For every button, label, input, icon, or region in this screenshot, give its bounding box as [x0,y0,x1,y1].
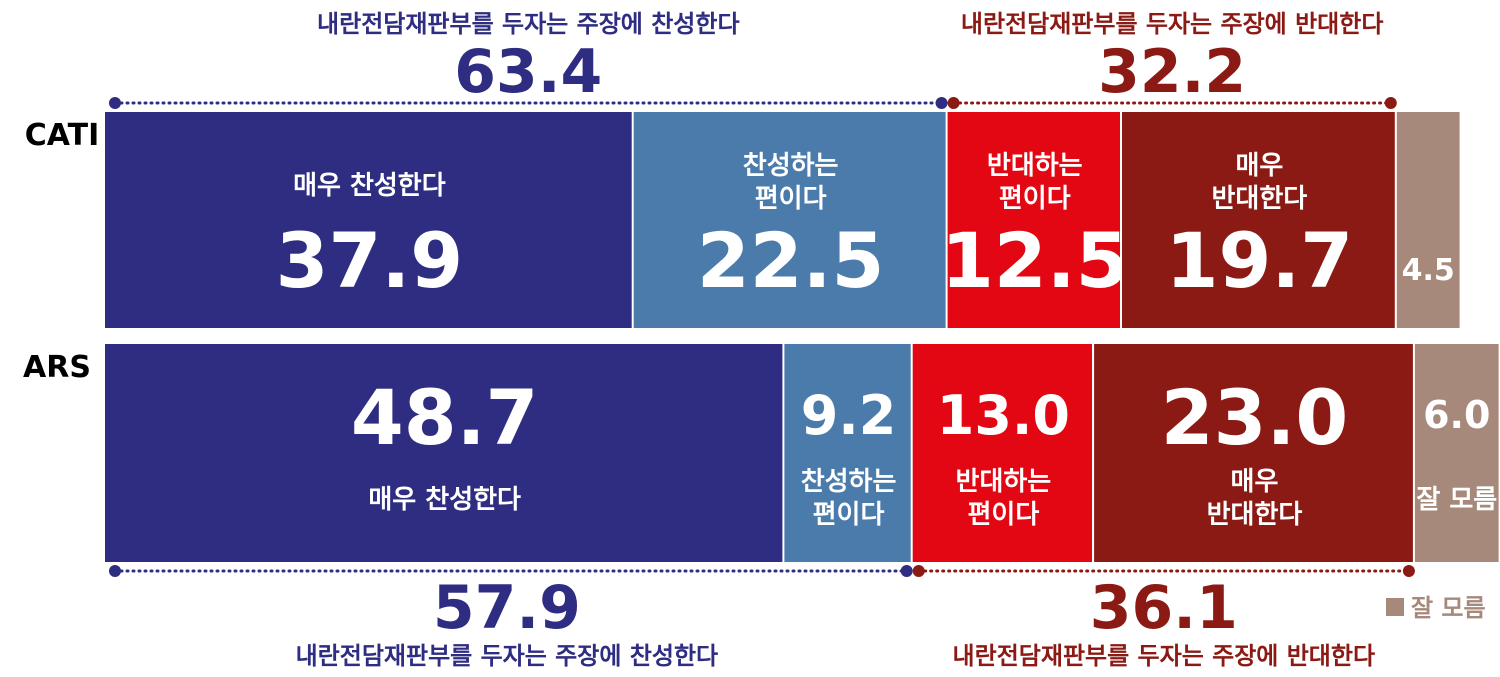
data-label-strong-oppose: 19.7 [1166,216,1354,305]
data-label-dont-know: 4.5 [1402,253,1455,288]
favor-bracket-cati-start-dot [109,97,121,109]
segment-name-favor: 편이다 [813,500,885,530]
row-label-ars: ARS [23,350,91,385]
segment-name-strong-oppose: 반대한다 [1212,184,1308,214]
segment-name-strong-oppose: 매우 [1231,467,1279,497]
oppose-bracket-cati-start-dot [947,97,960,109]
favor-caption: 내란전담재판부를 두자는 주장에 찬성한다 [317,10,740,38]
oppose-total: 36.1 [1090,573,1238,643]
segment-name-oppose: 편이다 [999,184,1071,214]
oppose-bracket-cati-end-dot [1384,97,1397,109]
data-label-favor: 9.2 [801,384,897,447]
data-label-oppose: 13.0 [937,384,1070,447]
segment-name-strong-oppose: 매우 [1235,151,1283,181]
oppose-caption: 내란전담재판부를 두자는 주장에 반대한다 [961,10,1384,38]
segment-name-strong-favor: 매우 찬성한다 [368,485,521,515]
oppose-total: 32.2 [1098,37,1246,107]
data-label-favor: 22.5 [697,216,885,305]
segment-name-strong-oppose: 반대한다 [1207,500,1303,530]
bar-cati-dont-know [1396,112,1460,328]
favor-total: 57.9 [433,573,581,643]
favor-caption: 내란전담재판부를 두자는 주장에 찬성한다 [296,642,719,670]
segment-name-strong-favor: 매우 찬성한다 [293,171,446,201]
bar-cati-favor [633,112,946,328]
segment-name-favor: 찬성하는 [801,467,897,497]
data-label-dont-know: 6.0 [1423,393,1490,437]
favor-bracket-ars-end-dot [900,565,913,577]
bar-cati-strong-favor [105,112,632,328]
data-label-strong-favor: 48.7 [351,373,539,462]
segment-name-favor: 편이다 [755,184,827,214]
data-label-strong-oppose: 23.0 [1161,373,1349,462]
bar-cati-oppose [947,112,1120,328]
oppose-bracket-ars-start-dot [912,565,925,577]
segment-name-dont-know: 잘 모름 [1416,485,1497,515]
segment-name-oppose: 반대하는 [956,467,1052,497]
data-label-strong-favor: 37.9 [276,216,464,305]
bar-ars-favor [784,344,911,562]
bar-ars-strong-oppose [1094,344,1413,562]
segment-name-favor: 찬성하는 [743,151,839,181]
row-label-cati: CATI [25,118,100,153]
bar-ars-strong-favor [105,344,783,562]
segment-name-oppose: 편이다 [967,500,1039,530]
legend-swatch-dont-know [1386,598,1404,616]
bar-cati-strong-oppose [1122,112,1395,328]
legend-label-dont-know: 잘 모름 [1411,594,1486,622]
oppose-caption: 내란전담재판부를 두자는 주장에 반대한다 [953,642,1376,670]
favor-bracket-ars-start-dot [109,565,121,577]
favor-bracket-cati-end-dot [935,97,948,109]
bar-ars-dont-know [1414,344,1499,562]
data-label-oppose: 12.5 [941,216,1129,305]
segment-name-oppose: 반대하는 [987,151,1083,181]
oppose-bracket-ars-end-dot [1402,565,1415,577]
bar-ars-oppose [912,344,1092,562]
favor-total: 63.4 [454,37,602,107]
